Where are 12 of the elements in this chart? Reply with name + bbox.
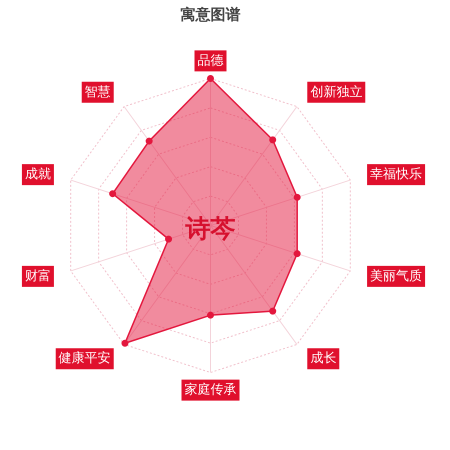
spoke-label: 幸福快乐 [370,167,422,182]
chart-title: 寓意图谱 [180,6,240,24]
spoke-label: 创新独立 [310,84,362,100]
spoke-label: 智慧 [84,84,111,100]
spoke-label: 健康平安 [58,350,111,366]
spoke-label: 财富 [24,268,51,284]
spoke-label: 美丽气质 [370,268,422,284]
spoke-label: 品德 [198,53,224,68]
spoke-label: 成就 [24,167,51,182]
spoke-label: 成长 [310,351,336,366]
text: 诗芩 [184,214,236,243]
spoke-label: 家庭传承 [184,382,236,398]
